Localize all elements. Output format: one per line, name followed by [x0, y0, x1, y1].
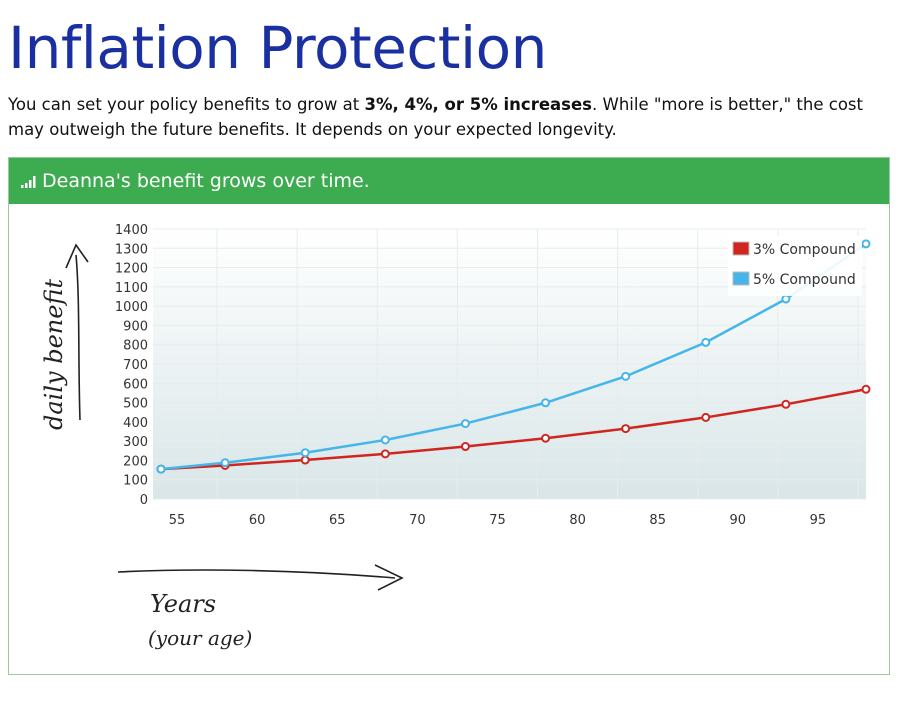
data-point [380, 435, 390, 445]
y-tick-label: 800 [123, 339, 148, 354]
x-tick-label: 80 [569, 513, 586, 528]
handwritten-annotations: daily benefit Years (your age) [40, 243, 404, 650]
page-title: Inflation Protection [8, 14, 547, 82]
x-tick-label: 85 [649, 513, 666, 528]
x-tick-label: 60 [249, 513, 266, 528]
data-point [861, 239, 871, 249]
y-tick-label: 0 [140, 493, 148, 508]
data-point [460, 442, 470, 452]
data-point [156, 464, 166, 474]
intro-pre: You can set your policy benefits to grow… [8, 95, 365, 114]
series-line-3pct [160, 388, 867, 471]
chart-panel: Deanna's benefit grows over time. [8, 157, 890, 675]
panel-title: Deanna's benefit grows over time. [42, 170, 370, 192]
intro-bold: 3%, 4%, or 5% increases [364, 95, 593, 114]
y-tick-label: 900 [123, 319, 148, 334]
x-arrow-icon [117, 564, 404, 591]
panel-header: Deanna's benefit grows over time. [9, 158, 889, 204]
y-tick-label: 400 [123, 416, 148, 431]
x-tick-label: 90 [730, 513, 747, 528]
x-tick-label: 65 [329, 513, 346, 528]
data-point [460, 419, 470, 429]
data-point [541, 398, 551, 408]
data-point [300, 448, 310, 458]
annotation-years: Years [150, 590, 216, 618]
y-tick-label: 1000 [115, 300, 148, 315]
legend: 3% Compound 5% Compound [728, 236, 862, 296]
intro-text: You can set your policy benefits to grow… [8, 92, 888, 142]
y-tick-label: 700 [123, 358, 148, 373]
data-point [621, 371, 631, 381]
x-tick-label: 70 [409, 513, 426, 528]
x-tick-label: 95 [810, 513, 827, 528]
intro-post: . While "more is better," the cost may o… [8, 95, 863, 139]
legend-label-5pct: 5% Compound [753, 272, 856, 288]
y-tick-label: 1100 [115, 281, 148, 296]
series-line-5pct [160, 242, 867, 471]
x-tick-label: 55 [169, 513, 186, 528]
annotation-daily-benefit: daily benefit [40, 279, 68, 430]
legend-label-3pct: 3% Compound [753, 242, 856, 258]
data-point [701, 412, 711, 422]
y-tick-label: 1300 [115, 242, 148, 257]
legend-swatch-3pct [732, 241, 750, 256]
y-tick-label: 500 [123, 397, 148, 412]
legend-swatch-5pct [732, 271, 750, 286]
y-tick-label: 600 [123, 377, 148, 392]
data-point [701, 337, 711, 347]
x-tick-label: 75 [489, 513, 506, 528]
data-point [300, 455, 310, 465]
data-point [781, 294, 791, 304]
y-arrow-icon [65, 243, 89, 421]
data-point [621, 424, 631, 434]
data-point [861, 384, 871, 394]
y-tick-label: 300 [123, 435, 148, 450]
data-point [220, 458, 230, 468]
data-point [541, 433, 551, 443]
y-tick-label: 200 [123, 454, 148, 469]
y-tick-label: 1400 [115, 223, 148, 238]
data-point [781, 399, 791, 409]
y-tick-label: 100 [123, 474, 148, 489]
bar-chart-icon [21, 175, 36, 188]
annotation-your-age: (your age) [148, 626, 252, 650]
data-point [380, 449, 390, 459]
y-tick-label: 1200 [115, 262, 148, 277]
